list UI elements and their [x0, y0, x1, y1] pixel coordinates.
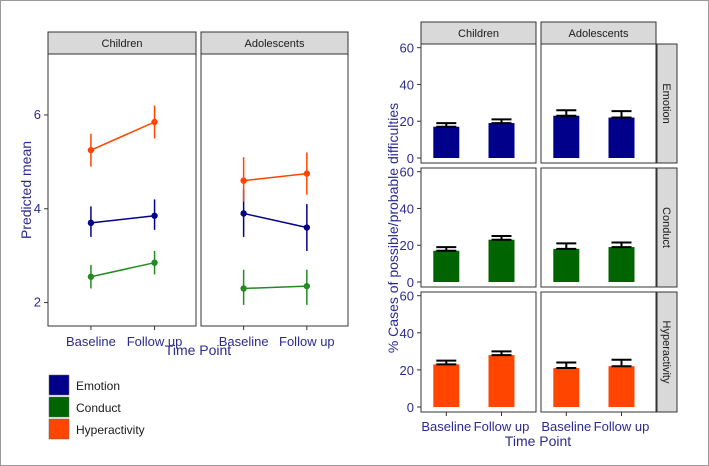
data-point-emotion [151, 212, 158, 219]
data-point-emotion [303, 224, 311, 231]
y-tick-label: 40 [400, 77, 414, 92]
panel-hyperactivity-adolescents [540, 291, 657, 413]
y-tick-label: 6 [34, 107, 41, 122]
x-tick-label: Baseline [541, 419, 591, 434]
y-tick-label: 4 [34, 201, 41, 216]
bar-emotion [608, 117, 635, 158]
x-tick-label: Follow up [474, 419, 530, 434]
y-tick-label: 0 [407, 275, 414, 290]
legend-swatch-hyperactivity [48, 418, 70, 440]
y-tick-label: 60 [400, 165, 414, 180]
data-point-hyperactivity [87, 146, 95, 154]
series-line-hyperactivity [90, 121, 155, 151]
facet-strip-conduct [656, 167, 678, 288]
y-tick-label: 20 [400, 114, 414, 129]
bar-emotion [433, 126, 460, 158]
y-tick-label: 0 [407, 151, 414, 166]
y-tick-label: 40 [400, 201, 414, 216]
facet-label-children: Children [458, 28, 499, 40]
legend-label-hyperactivity: Hyperactivity [76, 423, 145, 437]
bar-hyperactivity [433, 364, 460, 407]
bar-hyperactivity [608, 366, 635, 407]
line-chart: Children Baseline Follow up Adolescents Base… [18, 31, 349, 358]
data-point-conduct [151, 259, 158, 266]
data-point-hyperactivity [303, 170, 311, 177]
series-line-conduct [90, 261, 155, 278]
bar-conduct [553, 248, 580, 282]
y-tick-label: 20 [400, 238, 414, 253]
panel-children [47, 53, 197, 327]
series-line-hyperactivity [243, 172, 307, 182]
facet-label-hyperactivity: Hyperactivity [660, 321, 672, 384]
series-line-emotion [90, 215, 155, 224]
bar-conduct [488, 239, 515, 282]
data-point-conduct [240, 285, 247, 292]
y-tick-label: 60 [400, 41, 414, 56]
bar-chart: Children Adolescents Emotion 0 20 40 60 Conduct… [385, 21, 678, 449]
bar-conduct [433, 250, 460, 282]
legend-label-conduct: Conduct [76, 401, 121, 415]
facet-label-adolescents: Adolescents [245, 38, 305, 50]
data-point-conduct [87, 273, 95, 280]
x-axis-title: Time Point [505, 433, 572, 449]
data-point-hyperactivity [151, 118, 158, 126]
series-line-conduct [243, 285, 307, 290]
x-tick-label: Follow up [594, 419, 650, 434]
series-line-emotion [243, 212, 308, 229]
y-tick-label: 2 [34, 295, 41, 310]
data-point-emotion [240, 210, 247, 217]
legend: Emotion Conduct Hyperactivity [48, 374, 145, 440]
facet-strip-emotion [656, 43, 678, 164]
legend-swatch-conduct [48, 396, 70, 418]
bar-hyperactivity [553, 368, 580, 407]
bar-conduct [608, 247, 635, 282]
x-tick-label: Baseline [421, 419, 471, 434]
facet-label-emotion: Emotion [660, 83, 672, 123]
facet-label-adolescents: Adolescents [569, 28, 629, 40]
y-axis-title: Predicted mean [18, 141, 34, 239]
bar-hyperactivity [488, 355, 515, 407]
x-tick-label: Follow up [127, 334, 183, 349]
data-point-conduct [303, 282, 311, 290]
y-tick-label: 20 [400, 363, 414, 378]
bar-emotion [488, 123, 515, 158]
y-axis-title: % Cases of possible/probable difficultie… [385, 103, 401, 353]
y-tick-label: 60 [400, 289, 414, 304]
y-tick-label: 40 [400, 326, 414, 341]
data-point-emotion [87, 219, 95, 227]
x-tick-label: Baseline [219, 334, 269, 349]
legend-swatch-emotion [48, 374, 70, 396]
x-tick-label: Follow up [279, 334, 335, 349]
data-point-hyperactivity [240, 177, 247, 184]
facet-label-conduct: Conduct [660, 207, 672, 248]
panel-adolescents [200, 53, 349, 327]
facet-label-children: Children [102, 38, 143, 50]
facet-strip-hyperactivity [656, 291, 678, 413]
legend-label-emotion: Emotion [76, 379, 120, 393]
y-tick-label: 0 [407, 400, 414, 415]
bar-emotion [553, 115, 580, 158]
x-axis-title: Time Point [165, 342, 232, 358]
x-tick-label: Baseline [66, 334, 116, 349]
